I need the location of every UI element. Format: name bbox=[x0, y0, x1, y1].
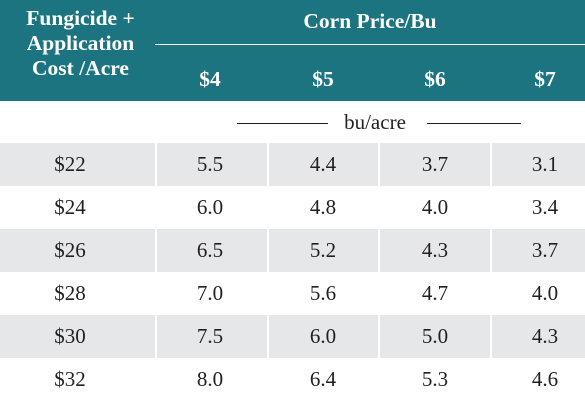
column-divider bbox=[378, 143, 380, 186]
cost-cell: $28 bbox=[54, 281, 86, 305]
value-cell: 3.1 bbox=[531, 152, 559, 176]
value-cell: 3.7 bbox=[421, 152, 449, 176]
value-cell: 5.6 bbox=[309, 281, 337, 305]
column-divider bbox=[378, 315, 380, 358]
value-cell: 3.4 bbox=[531, 195, 559, 219]
column-divider bbox=[155, 315, 157, 358]
value-cell: 7.0 bbox=[196, 281, 224, 305]
value-cell: 4.8 bbox=[309, 195, 337, 219]
value-cell: 5.0 bbox=[421, 324, 449, 348]
units-label: bu/acre bbox=[328, 109, 422, 135]
row-header-line: Cost /Acre bbox=[32, 56, 129, 80]
value-cell: 4.0 bbox=[421, 195, 449, 219]
column-divider bbox=[378, 229, 380, 272]
value-cell: 4.7 bbox=[421, 281, 449, 305]
units-rule-left bbox=[237, 123, 331, 124]
cost-cell: $26 bbox=[54, 238, 86, 262]
column-divider bbox=[155, 229, 157, 272]
header-divider bbox=[155, 44, 585, 45]
price-column-header: $6 bbox=[424, 67, 446, 91]
price-column-header: $7 bbox=[534, 67, 556, 91]
cost-cell: $22 bbox=[54, 152, 86, 176]
column-divider bbox=[490, 315, 492, 358]
units-rule-right bbox=[427, 123, 521, 124]
value-cell: 4.6 bbox=[531, 367, 559, 391]
column-divider bbox=[267, 315, 269, 358]
table-row: $30 7.5 6.0 5.0 4.3 bbox=[0, 315, 585, 358]
price-column-header: $5 bbox=[312, 67, 334, 91]
value-cell: 5.5 bbox=[196, 152, 224, 176]
table-row: $24 6.0 4.8 4.0 3.4 bbox=[0, 186, 585, 229]
table-row: $32 8.0 6.4 5.3 4.6 bbox=[0, 358, 585, 401]
value-cell: 4.4 bbox=[309, 152, 337, 176]
value-cell: 4.0 bbox=[531, 281, 559, 305]
table-row: $26 6.5 5.2 4.3 3.7 bbox=[0, 229, 585, 272]
value-cell: 6.4 bbox=[309, 367, 337, 391]
column-divider bbox=[267, 143, 269, 186]
value-cell: 6.5 bbox=[196, 238, 224, 262]
value-cell: 5.2 bbox=[309, 238, 337, 262]
value-cell: 8.0 bbox=[196, 367, 224, 391]
row-header-label: Fungicide + Application Cost /Acre bbox=[8, 6, 153, 81]
value-cell: 3.7 bbox=[531, 238, 559, 262]
value-cell: 5.3 bbox=[421, 367, 449, 391]
value-cell: 4.3 bbox=[421, 238, 449, 262]
row-header-line: Application bbox=[26, 31, 135, 55]
value-cell: 6.0 bbox=[196, 195, 224, 219]
row-header-line: Fungicide + bbox=[26, 6, 135, 30]
units-row: bu/acre bbox=[0, 101, 585, 143]
column-divider bbox=[267, 229, 269, 272]
table-row: $28 7.0 5.6 4.7 4.0 bbox=[0, 272, 585, 315]
price-column-header: $4 bbox=[199, 67, 221, 91]
value-cell: 6.0 bbox=[309, 324, 337, 348]
cost-cell: $30 bbox=[54, 324, 86, 348]
table-header: Fungicide + Application Cost /Acre Corn … bbox=[0, 0, 585, 101]
table-row: $22 5.5 4.4 3.7 3.1 bbox=[0, 143, 585, 186]
corn-price-title: Corn Price/Bu bbox=[303, 9, 437, 33]
cost-cell: $24 bbox=[54, 195, 86, 219]
value-cell: 4.3 bbox=[531, 324, 559, 348]
cost-cell: $32 bbox=[54, 367, 86, 391]
column-divider bbox=[155, 143, 157, 186]
column-divider bbox=[490, 229, 492, 272]
value-cell: 7.5 bbox=[196, 324, 224, 348]
column-divider bbox=[490, 143, 492, 186]
